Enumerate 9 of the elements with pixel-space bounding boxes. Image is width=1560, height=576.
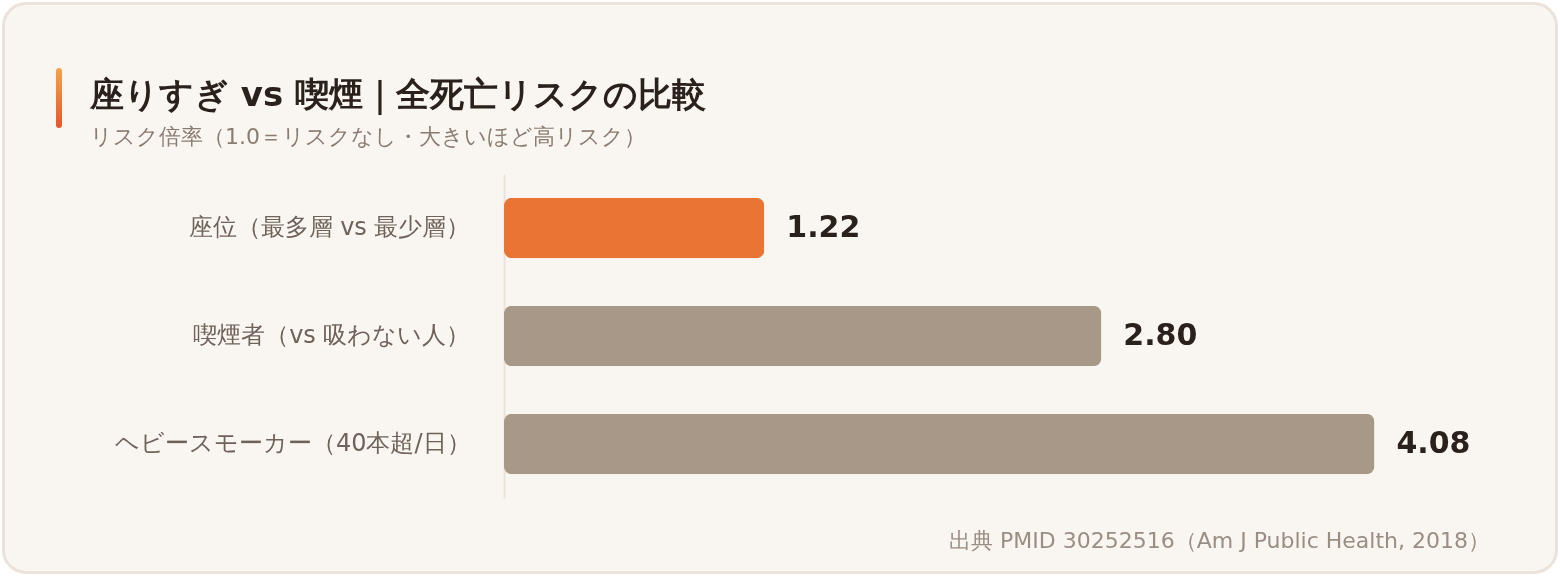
source-note: 出典 PMID 30252516（Am J Public Health, 2018）	[949, 527, 1490, 555]
chart-subtitle: リスク倍率（1.0＝リスクなし・大きいほど高リスク）	[90, 124, 646, 149]
y-tick-label: 喫煙者（vs 吸わない人）	[193, 321, 471, 349]
data-label: 4.08	[1396, 425, 1471, 460]
data-label: 1.22	[786, 209, 861, 244]
data-label: 2.80	[1123, 317, 1198, 352]
y-tick-label: ヘビースモーカー（40本超/日）	[114, 429, 471, 457]
chart-title: 座りすぎ vs 喫煙｜全死亡リスクの比較	[89, 74, 707, 116]
y-tick-label: 座位（最多層 vs 最少層）	[188, 213, 471, 241]
